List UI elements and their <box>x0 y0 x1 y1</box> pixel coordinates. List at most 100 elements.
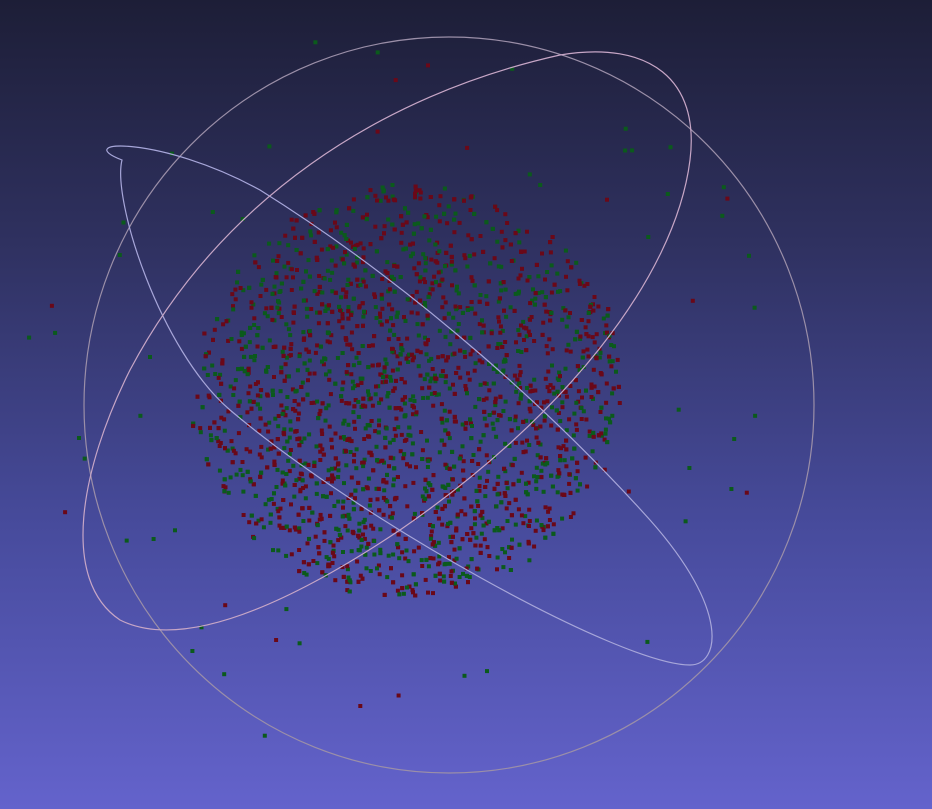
cloud-point <box>379 322 384 327</box>
cloud-point <box>503 359 508 364</box>
cloud-point <box>462 335 467 340</box>
cloud-point <box>501 565 506 570</box>
cloud-point <box>404 548 409 553</box>
cloud-point <box>258 294 263 298</box>
cloud-point <box>403 206 407 211</box>
cloud-point <box>268 520 273 525</box>
cloud-point <box>360 215 365 220</box>
trackball-ring-vertical[interactable] <box>82 51 692 631</box>
cloud-point <box>399 377 404 381</box>
cloud-point <box>289 267 294 272</box>
cloud-point <box>482 537 487 542</box>
cloud-point <box>586 334 591 339</box>
cloud-point <box>515 377 520 382</box>
cloud-point <box>463 384 468 388</box>
cloud-point <box>300 380 305 385</box>
cloud-point <box>555 490 560 495</box>
cloud-point <box>237 339 242 344</box>
cloud-point <box>457 546 462 551</box>
cloud-point <box>380 380 385 385</box>
cloud-point <box>495 418 500 423</box>
cloud-point <box>379 296 384 301</box>
cloud-point <box>528 389 533 394</box>
cloud-point <box>732 437 737 441</box>
cloud-point <box>241 288 246 293</box>
cloud-point <box>462 496 467 501</box>
cloud-point <box>370 363 375 368</box>
cloud-point <box>222 417 227 422</box>
cloud-point <box>328 244 333 249</box>
cloud-point <box>340 514 345 519</box>
cloud-point <box>256 265 261 270</box>
cloud-point <box>434 214 439 219</box>
cloud-point <box>550 484 555 489</box>
cloud-point <box>406 210 411 215</box>
cloud-point <box>445 524 450 529</box>
cloud-point <box>53 330 58 335</box>
cloud-point <box>483 494 488 499</box>
cloud-point <box>475 499 480 504</box>
cloud-point <box>412 549 417 554</box>
cloud-point <box>540 332 545 337</box>
trackball-gizmo[interactable] <box>82 36 815 774</box>
cloud-point <box>436 540 441 545</box>
cloud-point <box>391 580 396 585</box>
cloud-point <box>253 260 258 265</box>
cloud-point <box>545 351 550 356</box>
cloud-point <box>571 433 576 438</box>
cloud-point <box>513 440 518 445</box>
cloud-point <box>564 447 569 452</box>
cloud-point <box>277 515 282 520</box>
cloud-point <box>307 518 312 523</box>
cloud-point <box>347 589 352 594</box>
cloud-point <box>387 405 392 410</box>
cloud-point <box>523 514 528 519</box>
cloud-point <box>543 376 548 381</box>
cloud-point <box>414 272 419 277</box>
cloud-point <box>519 323 523 328</box>
cloud-point <box>349 439 354 444</box>
cloud-point <box>346 277 351 282</box>
cloud-point <box>414 289 419 294</box>
cloud-point <box>477 322 482 327</box>
cloud-point <box>292 525 297 530</box>
cloud-point <box>230 446 235 451</box>
trackball-ring-tilted[interactable] <box>106 145 713 666</box>
cloud-point <box>410 452 415 457</box>
cloud-point <box>564 394 569 399</box>
cloud-point <box>368 569 373 573</box>
cloud-point <box>206 393 211 398</box>
cloud-point <box>297 443 302 448</box>
cloud-point <box>385 575 390 580</box>
cloud-point <box>410 588 415 593</box>
cloud-point <box>507 556 512 560</box>
cloud-point <box>460 537 465 542</box>
cloud-point <box>395 588 400 593</box>
cloud-point <box>238 415 243 420</box>
cloud-point <box>539 475 544 480</box>
cloud-point <box>245 469 250 474</box>
cloud-point <box>493 403 498 408</box>
cloud-point <box>495 567 499 572</box>
cloud-point <box>413 188 418 193</box>
cloud-point <box>354 447 359 452</box>
cloud-point <box>455 328 460 333</box>
cloud-point <box>430 367 435 371</box>
cloud-point <box>236 269 241 274</box>
cloud-point <box>220 361 225 366</box>
cloud-point <box>308 333 313 338</box>
cloud-point <box>441 295 446 300</box>
cloud-point <box>533 528 538 533</box>
cloud-point <box>594 332 599 337</box>
trackball-ring-horizontal[interactable] <box>83 36 815 774</box>
cloud-point <box>522 325 527 330</box>
cloud-point <box>612 344 616 349</box>
cloud-point <box>459 509 464 514</box>
cloud-point <box>488 261 493 266</box>
cloud-point <box>391 552 396 557</box>
cloud-point <box>404 220 409 225</box>
cloud-point <box>219 381 224 386</box>
cloud-point <box>396 693 401 698</box>
